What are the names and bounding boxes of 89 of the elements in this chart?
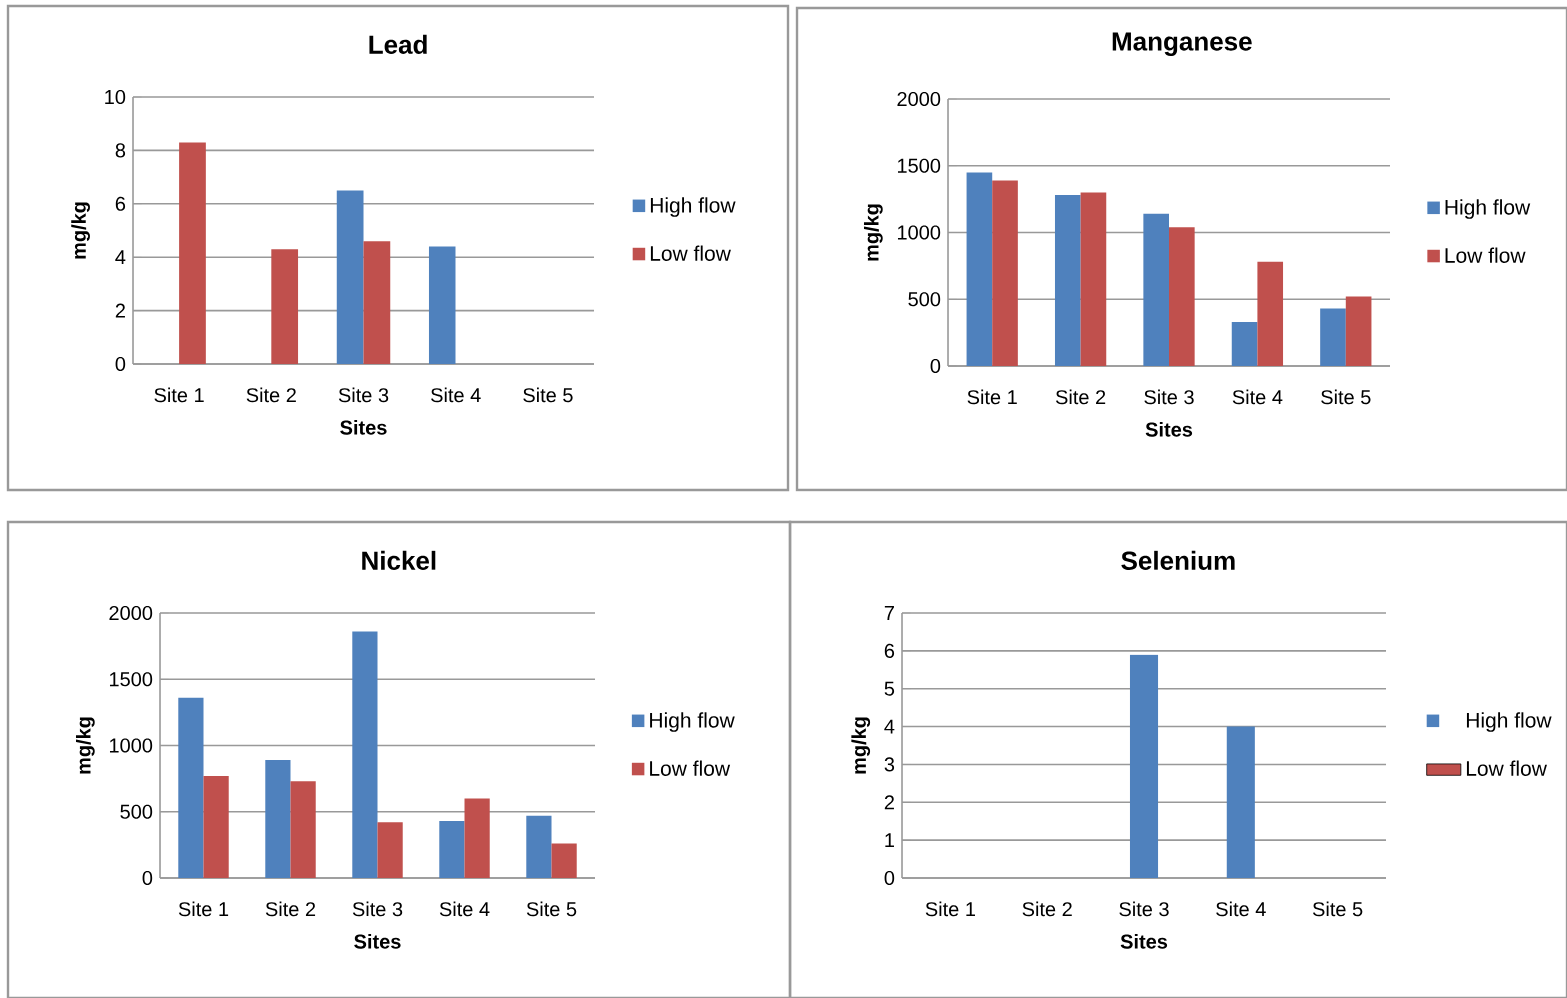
bar (336, 190, 364, 364)
x-tick-label: Site 5 (1321, 389, 1371, 405)
y-tick-label: 1500 (109, 672, 153, 687)
x-tick-label: Site 1 (178, 901, 229, 917)
y-tick-label: 1 (885, 833, 894, 848)
legend-label: High flow (650, 712, 735, 732)
legend-label: Low flow (650, 245, 731, 261)
y-tick-label: 1000 (109, 738, 153, 753)
y-tick-label: 0 (142, 870, 153, 886)
x-tick-label: Site 3 (1119, 901, 1169, 917)
y-tick-label: 4 (884, 719, 895, 734)
bar (439, 821, 465, 878)
x-tick-label: Site 2 (246, 387, 296, 403)
y-tick-label: 8 (115, 143, 126, 158)
x-tick-label: Site 2 (265, 901, 316, 917)
x-tick-label: Site 1 (154, 387, 204, 403)
y-tick-label: 4 (115, 250, 126, 265)
bar (1257, 261, 1284, 366)
y-axis-title: mg/kg (71, 202, 90, 259)
x-tick-label: Site 5 (1312, 901, 1363, 917)
y-tick-label: 2000 (109, 605, 153, 621)
x-tick-label: Site 1 (925, 901, 976, 917)
bar (265, 760, 291, 878)
x-tick-label: Site 3 (338, 387, 389, 403)
y-tick-label: 2 (115, 303, 125, 318)
x-axis-title: Sites (354, 934, 401, 949)
y-tick-label: 500 (120, 804, 153, 819)
x-tick-label: Site 5 (526, 901, 577, 917)
bar (526, 815, 552, 878)
x-axis-title: Sites (1120, 934, 1168, 949)
y-tick-label: 1000 (897, 225, 941, 240)
x-tick-label: Site 2 (1055, 389, 1106, 405)
x-tick-label: Site 4 (1232, 389, 1283, 405)
bar (992, 180, 1018, 366)
legend-label: High flow (1466, 712, 1552, 732)
bar (1054, 195, 1081, 366)
chart-title: Nickel (362, 550, 436, 570)
bar (1169, 227, 1195, 366)
y-tick-label: 500 (908, 292, 941, 307)
y-tick-label: 0 (115, 356, 126, 372)
y-axis-title: mg/kg (863, 204, 883, 261)
bar (1143, 213, 1170, 366)
x-tick-label: Site 4 (439, 901, 490, 917)
y-tick-label: 10 (105, 89, 126, 105)
y-tick-label: 2 (884, 795, 894, 810)
x-axis-title: Sites (1145, 422, 1193, 437)
legend-label: High flow (650, 197, 736, 217)
chart-title: Lead (369, 34, 427, 54)
y-axis-title: mg/kg (75, 717, 95, 774)
bar (271, 249, 299, 364)
chart-title: Selenium (1121, 550, 1235, 570)
y-tick-label: 0 (884, 870, 895, 886)
bar (290, 781, 316, 878)
x-tick-label: Site 1 (967, 389, 1017, 405)
y-axis-title: mg/kg (851, 717, 871, 774)
legend-label: Low flow (650, 760, 731, 776)
x-axis-title: Sites (340, 420, 387, 435)
bar (203, 775, 229, 878)
legend-label: High flow (1445, 199, 1531, 219)
legend-label: Low flow (1466, 760, 1547, 776)
y-tick-label: 1500 (897, 158, 941, 173)
bar (1080, 192, 1107, 366)
bar (352, 631, 378, 878)
bar (179, 142, 206, 364)
bar (1345, 296, 1372, 366)
bar (551, 843, 577, 878)
x-tick-label: Site 4 (431, 387, 481, 403)
y-tick-label: 7 (884, 606, 894, 620)
bar (464, 798, 490, 878)
bar (377, 822, 403, 878)
bar (428, 246, 456, 364)
bar (966, 172, 993, 366)
bar (1320, 308, 1346, 366)
legend-label: Low flow (1445, 247, 1526, 263)
x-tick-label: Site 3 (352, 901, 403, 917)
y-tick-label: 0 (930, 358, 941, 374)
bar (1231, 321, 1258, 366)
y-tick-label: 6 (115, 196, 126, 211)
bar (363, 241, 391, 364)
x-tick-label: Site 5 (523, 387, 573, 403)
bar (178, 697, 204, 878)
y-tick-label: 5 (884, 681, 895, 696)
y-tick-label: 3 (884, 757, 895, 772)
chart-title: Manganese (1112, 32, 1252, 56)
x-tick-label: Site 3 (1144, 389, 1194, 405)
x-tick-label: Site 4 (1216, 901, 1266, 917)
y-tick-label: 6 (884, 643, 895, 658)
y-tick-label: 2000 (897, 91, 941, 107)
x-tick-label: Site 2 (1022, 901, 1072, 917)
